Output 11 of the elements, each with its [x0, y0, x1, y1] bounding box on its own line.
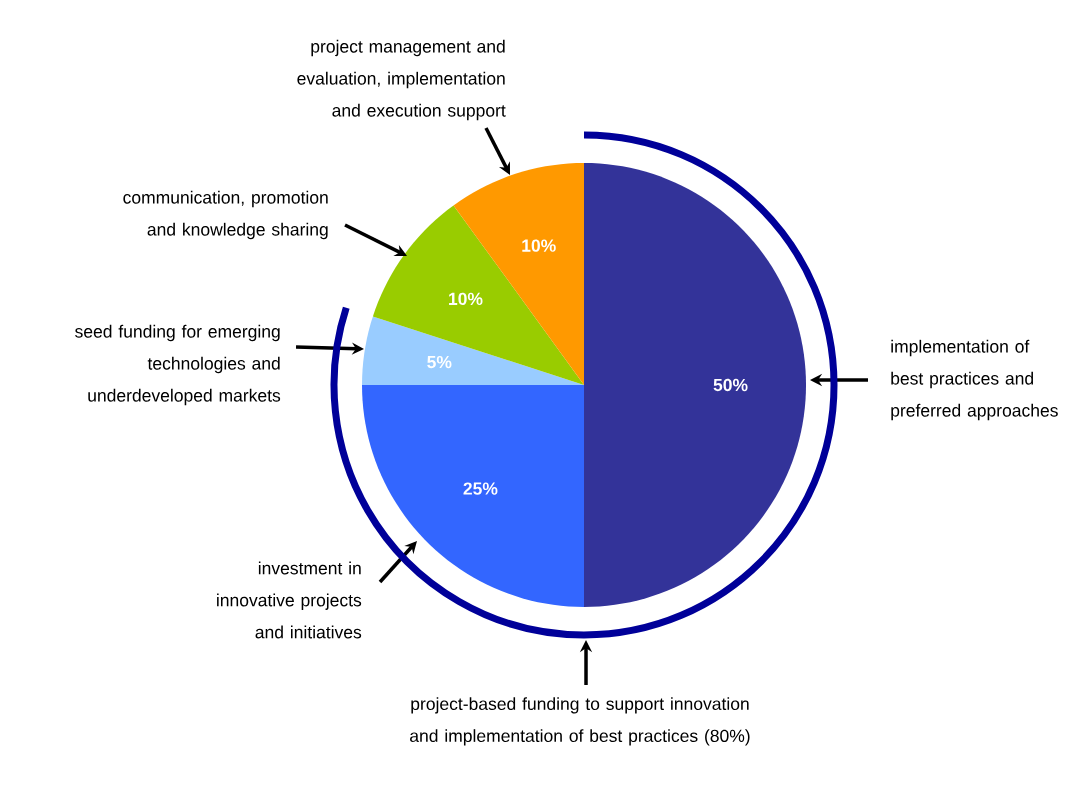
data-label: 25%	[463, 482, 498, 495]
slice-label: investment in innovative projects and initiatives	[217, 561, 362, 639]
slice-label: project management and evaluation, implementation and execution support	[297, 39, 506, 121]
data-label: 50%	[713, 378, 748, 392]
slice-label: seed funding for emerging technologies and underdeveloped markets	[75, 324, 281, 406]
data-label: 5%	[427, 355, 452, 369]
data-label: 10%	[522, 239, 556, 252]
slice-label: implementation of best practices and preferred approaches	[891, 339, 1058, 421]
slice-label: communication, promotion and knowledge sharing	[123, 190, 328, 240]
data-label: 10%	[449, 292, 483, 306]
text: project-based funding to support innovation and implementation of best practices (80%)	[410, 697, 750, 746]
